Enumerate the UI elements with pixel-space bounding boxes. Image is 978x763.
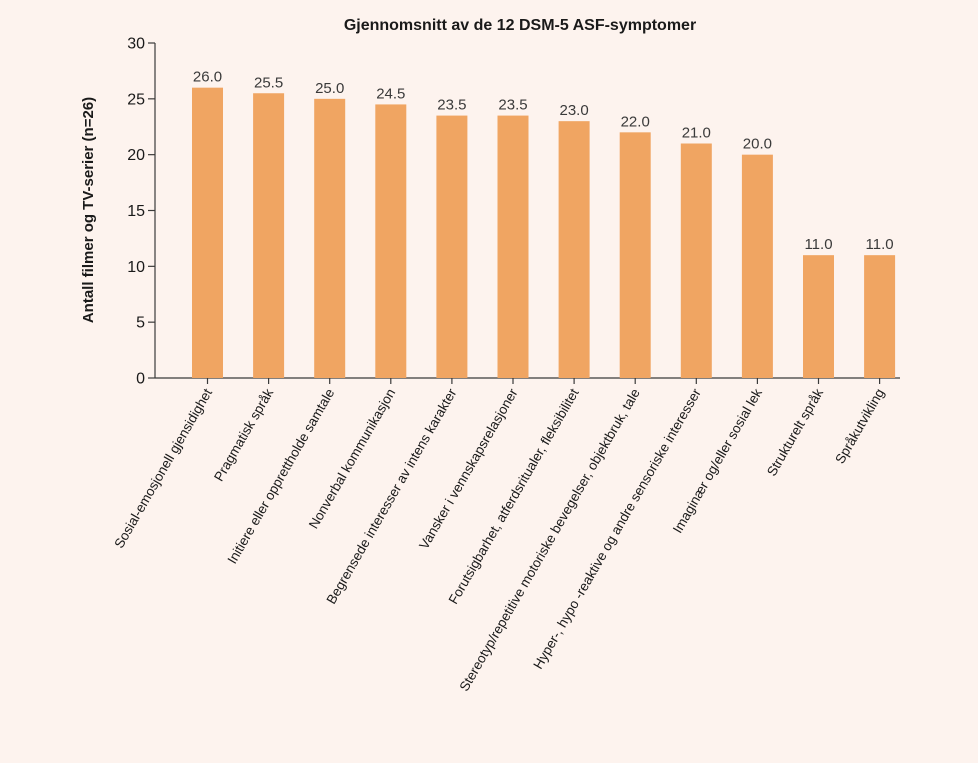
- y-tick-label: 10: [127, 259, 145, 276]
- value-labels: 26.0 25.5 25.0 24.5 23.5 23.5 23.0 22.0 21.0 20.0…: [193, 69, 894, 254]
- data-label: 26.0: [193, 69, 222, 86]
- bar: [619, 132, 651, 378]
- y-tick-label: 0: [136, 371, 145, 388]
- y-tick-label: 30: [127, 36, 145, 53]
- bar: [192, 87, 223, 379]
- bar: [680, 143, 712, 378]
- bar: [314, 98, 346, 378]
- data-label: 25.0: [315, 80, 344, 97]
- y-tick-label: 15: [127, 203, 145, 220]
- y-tick-label: 25: [127, 91, 145, 108]
- bar: [558, 121, 590, 379]
- x-tick-label: Språkutvikling: [832, 386, 887, 466]
- bars: [192, 87, 896, 379]
- data-label: 23.0: [559, 102, 588, 119]
- y-tick-label: 5: [136, 315, 145, 332]
- x-tick-label: Strukturelt språk: [764, 386, 826, 479]
- data-label: 23.5: [437, 97, 466, 114]
- data-label: 24.5: [376, 85, 405, 102]
- data-label: 25.5: [254, 74, 283, 91]
- data-label: 11.0: [866, 236, 894, 253]
- data-label: 11.0: [804, 236, 832, 253]
- y-axis-label: Antall filmer og TV-serier (n=26): [80, 97, 97, 323]
- bar: [253, 93, 285, 378]
- bar: [741, 154, 773, 378]
- data-label: 23.5: [498, 97, 527, 114]
- x-tick-label: Initiere eller opprettholde samtale: [224, 386, 337, 566]
- bar: [497, 115, 529, 378]
- x-tick-label: Begrensede interesser av intens karakter: [323, 386, 459, 607]
- data-label: 21.0: [682, 125, 711, 142]
- bar: [803, 255, 834, 378]
- x-tick-label: Forutsigbarhet, atferdsritualer, fleksib…: [446, 386, 582, 607]
- bar: [864, 255, 896, 378]
- x-tick-label: Pragmatisk språk: [211, 386, 276, 484]
- data-label: 22.0: [621, 113, 650, 130]
- y-tick-label: 20: [127, 147, 145, 164]
- data-label: 20.0: [743, 136, 772, 153]
- chart-title: Gjennomsnitt av de 12 DSM-5 ASF-symptome…: [344, 17, 696, 34]
- bar: [375, 104, 407, 379]
- bar: [436, 115, 468, 378]
- category-labels: Sosial-emosjonell gjensidighetPragmatisk…: [111, 386, 887, 694]
- x-tick-label: Sosial-emosjonell gjensidighet: [111, 386, 215, 551]
